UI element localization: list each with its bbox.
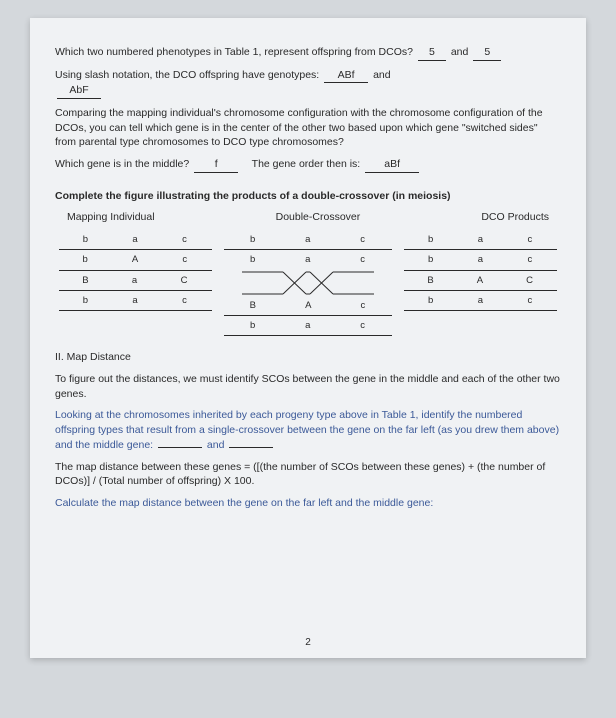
q4-blank-2[interactable]: aBf	[365, 157, 419, 173]
section-2-heading: II. Map Distance	[55, 350, 561, 365]
q1-text: Which two numbered phenotypes in Table 1…	[55, 46, 413, 58]
q2-blank-2[interactable]: AbF	[57, 83, 101, 99]
question-2: Using slash notation, the DCO offspring …	[55, 68, 561, 99]
worksheet-page: Which two numbered phenotypes in Table 1…	[30, 18, 586, 658]
sec2-p2-and: and	[207, 439, 225, 451]
figure-heading: Complete the figure illustrating the pro…	[55, 189, 561, 204]
page-number: 2	[305, 636, 311, 650]
col-title-3: DCO Products	[481, 210, 549, 225]
question-4: Which gene is in the middle? f The gene …	[55, 157, 561, 173]
double-crossover-col: bac bac BAc bac	[220, 230, 397, 336]
crossover-x-icon	[238, 270, 378, 296]
sec2-p3: The map distance between these genes = (…	[55, 460, 561, 489]
dco-products-col: bac bac BAC bac	[400, 230, 561, 336]
q4-blank-1[interactable]: f	[194, 157, 238, 173]
chromosome-diagram: bac bAc BaC bac bac bac	[55, 230, 561, 336]
col-title-1: Mapping Individual	[67, 210, 155, 225]
col-title-2: Double-Crossover	[276, 210, 361, 225]
q4-text1: Which gene is in the middle?	[55, 158, 189, 170]
q2-text: Using slash notation, the DCO offspring …	[55, 69, 319, 81]
sec2-p2-text: Looking at the chromosomes inherited by …	[55, 409, 559, 450]
mapping-individual-col: bac bAc BaC bac	[55, 230, 216, 336]
q1-and: and	[451, 46, 469, 58]
q1-blank-1[interactable]: 5	[418, 45, 446, 61]
q4-text2: The gene order then is:	[252, 158, 361, 170]
q2-blank-1[interactable]: ABf	[324, 68, 368, 84]
sec2-p2: Looking at the chromosomes inherited by …	[55, 408, 561, 452]
sec2-blank-1[interactable]	[158, 447, 202, 448]
sec2-p4: Calculate the map distance between the g…	[55, 496, 561, 511]
question-1: Which two numbered phenotypes in Table 1…	[55, 45, 561, 61]
sec2-p1: To figure out the distances, we must ide…	[55, 372, 561, 401]
chrom-column-headers: Mapping Individual Double-Crossover DCO …	[55, 210, 561, 225]
q1-blank-2[interactable]: 5	[473, 45, 501, 61]
sec2-blank-2[interactable]	[229, 447, 273, 448]
question-3: Comparing the mapping individual's chrom…	[55, 106, 561, 150]
q2-and: and	[373, 69, 391, 81]
